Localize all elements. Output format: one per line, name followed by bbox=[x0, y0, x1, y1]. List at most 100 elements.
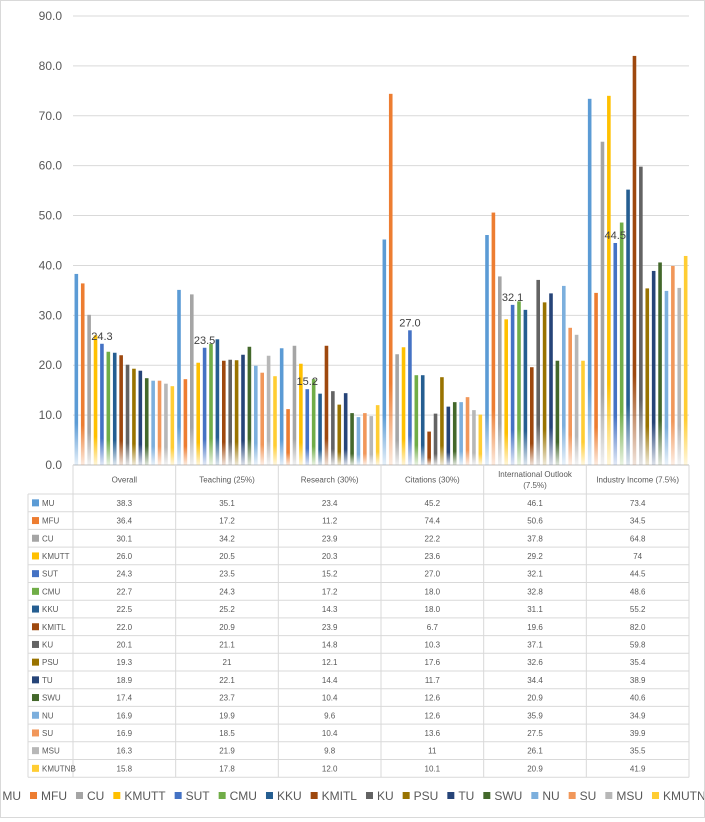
table-cell: 15.2 bbox=[322, 570, 338, 579]
table-cell: 19.9 bbox=[219, 711, 235, 720]
bar-cmu bbox=[311, 379, 316, 465]
table-cell: 14.3 bbox=[322, 605, 338, 614]
legend-label: TU bbox=[458, 789, 474, 803]
table-cell: 35.5 bbox=[630, 747, 646, 756]
bar-tu bbox=[446, 406, 451, 465]
bar-mfu bbox=[183, 379, 188, 465]
y-tick-label: 30.0 bbox=[39, 308, 63, 322]
bar-cu bbox=[395, 354, 399, 465]
table-cell: 22.1 bbox=[219, 676, 235, 685]
table-cell: 74 bbox=[633, 552, 642, 561]
bar-msu bbox=[369, 416, 374, 465]
legend-label: MU bbox=[2, 789, 21, 803]
legend-swatch bbox=[365, 792, 373, 799]
column-header: (7.5%) bbox=[523, 481, 547, 490]
table-cell: 22.7 bbox=[117, 587, 133, 596]
bar-mfu bbox=[594, 292, 598, 465]
table-cell: 35.1 bbox=[219, 499, 235, 508]
table-cell: 34.4 bbox=[527, 676, 543, 685]
data-label: 24.3 bbox=[91, 331, 112, 343]
bar-su bbox=[671, 265, 675, 465]
table-cell: 46.1 bbox=[527, 499, 543, 508]
table-cell: 32.8 bbox=[527, 587, 543, 596]
bar-ku bbox=[228, 359, 232, 465]
column-header: Citations (30%) bbox=[405, 476, 460, 485]
table-cell: 24.3 bbox=[117, 570, 133, 579]
legend-swatch bbox=[402, 792, 410, 799]
row-label: MFU bbox=[42, 517, 60, 526]
table-cell: 45.2 bbox=[425, 499, 441, 508]
table-cell: 25.2 bbox=[219, 605, 235, 614]
bar-ku bbox=[125, 364, 130, 465]
bar-kmitl bbox=[632, 55, 637, 466]
bar-mu bbox=[382, 239, 387, 465]
table-cell: 39.9 bbox=[630, 729, 646, 738]
bar-swu bbox=[555, 360, 560, 465]
bar-mu bbox=[485, 235, 489, 465]
bar-psu bbox=[542, 302, 547, 465]
bar-cu bbox=[600, 141, 605, 465]
table-cell: 36.4 bbox=[117, 517, 133, 526]
bar-nu bbox=[459, 402, 463, 465]
row-swatch bbox=[32, 658, 39, 666]
table-cell: 19.3 bbox=[117, 658, 133, 667]
legend-swatch bbox=[483, 792, 491, 799]
bar-kmutt bbox=[401, 347, 406, 465]
table-cell: 37.8 bbox=[527, 534, 543, 543]
row-label: KMITL bbox=[42, 623, 66, 632]
data-label: 15.2 bbox=[297, 376, 318, 388]
bar-ku bbox=[331, 391, 335, 465]
table-cell: 10.1 bbox=[425, 764, 441, 773]
table-cell: 20.9 bbox=[219, 623, 235, 632]
row-label: SWU bbox=[42, 694, 61, 703]
bar-ku bbox=[639, 166, 643, 466]
table-cell: 20.1 bbox=[117, 640, 133, 649]
bar-cmu bbox=[414, 375, 419, 465]
table-cell: 10.4 bbox=[322, 694, 338, 703]
bar-cmu bbox=[106, 351, 111, 465]
legend-swatch bbox=[113, 792, 121, 799]
table-cell: 21 bbox=[223, 658, 232, 667]
legend-label: PSU bbox=[414, 789, 439, 803]
y-tick-label: 80.0 bbox=[39, 59, 63, 73]
table-cell: 22.5 bbox=[117, 605, 133, 614]
row-label: TU bbox=[42, 676, 53, 685]
bar-mfu bbox=[388, 93, 393, 466]
table-cell: 27.0 bbox=[425, 570, 441, 579]
table-cell: 59.8 bbox=[630, 640, 646, 649]
table-cell: 17.2 bbox=[322, 587, 338, 596]
data-label: 32.1 bbox=[502, 292, 523, 304]
legend-label: KMUTT bbox=[124, 789, 166, 803]
table-cell: 31.1 bbox=[527, 605, 543, 614]
bar-cu bbox=[498, 276, 502, 465]
legend-label: KKU bbox=[277, 789, 302, 803]
table-cell: 37.1 bbox=[527, 640, 543, 649]
row-swatch bbox=[32, 623, 39, 631]
table-cell: 10.4 bbox=[322, 729, 338, 738]
bar-kmutt bbox=[93, 335, 98, 465]
table-cell: 20.9 bbox=[527, 694, 543, 703]
bar-psu bbox=[645, 288, 650, 465]
table-cell: 44.5 bbox=[630, 570, 646, 579]
bar-sut bbox=[100, 343, 104, 465]
row-swatch bbox=[32, 605, 39, 613]
table-cell: 32.6 bbox=[527, 658, 543, 667]
data-label: 44.5 bbox=[605, 230, 626, 242]
row-swatch bbox=[32, 552, 39, 560]
bar-psu bbox=[132, 368, 136, 465]
table-cell: 20.5 bbox=[219, 552, 235, 561]
bar-psu bbox=[440, 377, 444, 465]
table-cell: 17.4 bbox=[117, 694, 133, 703]
bar-kku bbox=[215, 339, 220, 465]
table-cell: 48.6 bbox=[630, 587, 646, 596]
table-cell: 16.9 bbox=[117, 711, 133, 720]
row-label: SU bbox=[42, 729, 53, 738]
legend-swatch bbox=[30, 792, 38, 799]
bar-cu bbox=[87, 314, 91, 465]
legend-label: KMITL bbox=[322, 789, 358, 803]
y-tick-label: 0.0 bbox=[45, 458, 62, 472]
row-label: MSU bbox=[42, 747, 60, 756]
legend-swatch bbox=[651, 792, 659, 799]
